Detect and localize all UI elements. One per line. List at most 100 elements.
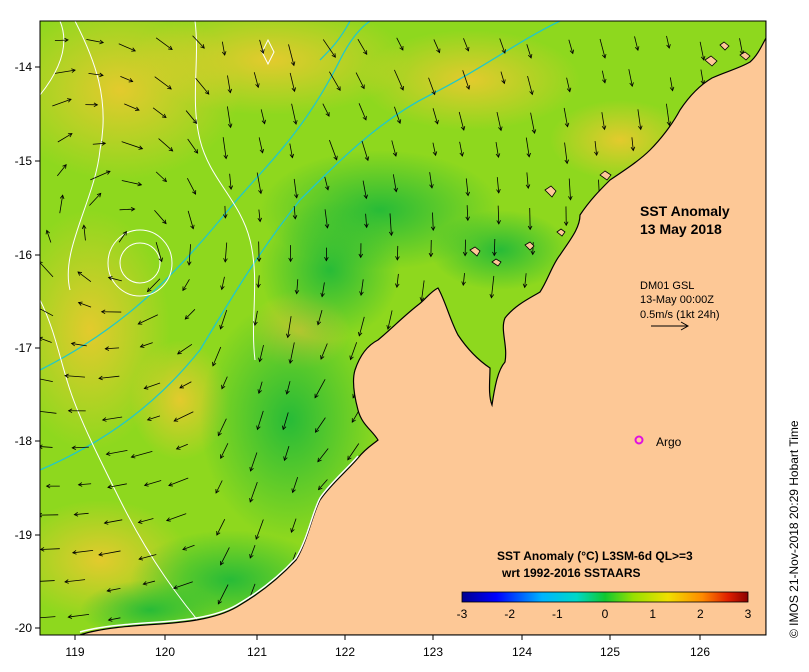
current-arrow-head xyxy=(98,552,103,557)
current-arrow-head xyxy=(217,431,222,437)
current-arrow-head xyxy=(64,37,69,43)
current-arrow xyxy=(192,35,205,49)
current-arrow-head xyxy=(434,119,439,125)
current-arrow-head xyxy=(165,517,171,522)
current-arrow-head xyxy=(258,357,263,363)
current-arrow-head xyxy=(105,170,111,175)
current-arrow xyxy=(187,138,198,154)
current-arrow-head xyxy=(522,283,528,289)
current-arrow xyxy=(318,479,328,490)
argo-float-marker[interactable]: Argo xyxy=(634,435,682,449)
current-arrow-head xyxy=(257,217,263,223)
current-arrow xyxy=(532,242,534,255)
current-arrow xyxy=(255,519,264,540)
current-arrow xyxy=(329,71,341,91)
current-arrow xyxy=(138,314,158,325)
argo-label: Argo xyxy=(656,435,682,449)
current-arrow xyxy=(221,376,228,389)
y-tick-label: -20 xyxy=(15,621,33,635)
current-arrow-head xyxy=(100,309,106,315)
current-arrow-head xyxy=(177,350,182,355)
current-arrow xyxy=(568,178,571,200)
current-arrow xyxy=(216,519,226,536)
colorbar xyxy=(461,591,749,603)
current-arrow xyxy=(421,280,425,302)
current-arrow xyxy=(286,381,291,395)
current-arrow xyxy=(147,278,161,292)
current-arrow xyxy=(77,271,92,282)
current-arrow xyxy=(293,205,296,219)
current-arrow-head xyxy=(70,341,76,347)
current-arrow-head xyxy=(71,550,77,555)
current-arrow-head xyxy=(666,121,672,127)
current-arrow-head xyxy=(107,276,113,281)
current-arrow-head xyxy=(40,547,45,552)
current-arrow-head xyxy=(143,385,149,390)
current-arrow xyxy=(182,544,195,550)
current-arrow xyxy=(458,111,465,131)
current-arrow xyxy=(177,343,193,355)
current-arrow-head xyxy=(227,88,233,94)
current-arrow-head xyxy=(168,147,174,152)
current-arrow-head xyxy=(162,219,167,225)
current-arrow xyxy=(71,343,87,347)
current-arrow xyxy=(296,279,299,294)
current-arrow xyxy=(392,174,397,192)
current-arrow xyxy=(351,410,360,423)
current-arrow xyxy=(525,137,530,157)
isobath-lines xyxy=(40,21,561,471)
current-arrow xyxy=(215,480,223,494)
current-arrow-head xyxy=(498,126,503,132)
current-arrow-head xyxy=(320,355,325,360)
current-arrow-head xyxy=(192,190,197,195)
current-arrow xyxy=(361,140,369,161)
current-arrow-head xyxy=(324,256,329,262)
current-arrow-head xyxy=(256,257,262,263)
current-arrow xyxy=(221,41,226,56)
current-arrow-head xyxy=(324,224,330,229)
current-arrow xyxy=(121,180,142,186)
current-arrow xyxy=(52,98,72,107)
current-arrow xyxy=(40,308,54,317)
current-arrow xyxy=(258,137,263,153)
current-arrow-head xyxy=(501,49,506,54)
x-tick-label: 124 xyxy=(512,645,532,659)
x-tick-label: 120 xyxy=(155,645,175,659)
current-arrow xyxy=(524,273,527,288)
current-arrow xyxy=(526,44,532,59)
current-arrow-head xyxy=(289,153,295,159)
current-time-label: 13-May 00:00Z xyxy=(640,294,714,306)
current-arrow-head xyxy=(182,286,187,292)
current-arrow xyxy=(260,109,266,124)
current-arrow-head xyxy=(291,87,297,93)
current-arrow-head xyxy=(64,373,69,379)
current-arrow-head xyxy=(395,256,400,261)
current-arrow xyxy=(320,343,328,360)
current-arrow xyxy=(74,512,89,516)
current-arrow xyxy=(64,579,86,583)
current-arrow xyxy=(118,231,127,243)
current-arrow-head xyxy=(495,153,501,159)
current-arrow xyxy=(179,381,192,389)
current-arrow-head xyxy=(158,257,163,263)
current-arrow-head xyxy=(314,428,320,433)
current-arrow-head xyxy=(359,291,364,296)
current-arrow xyxy=(496,177,500,193)
current-arrow xyxy=(57,164,67,177)
current-arrow xyxy=(432,212,434,231)
current-arrow-head xyxy=(564,122,570,128)
current-arrow xyxy=(739,38,743,55)
current-arrow-head xyxy=(601,125,607,131)
current-arrow-head xyxy=(293,120,298,125)
map-plot-area xyxy=(40,21,766,635)
current-arrow xyxy=(72,446,89,449)
current-arrow-head xyxy=(290,61,296,67)
current-arrow-head xyxy=(630,146,636,152)
current-arrow xyxy=(459,141,463,157)
current-arrow-head xyxy=(187,261,192,266)
current-arrow-head xyxy=(462,251,468,257)
current-arrow-head xyxy=(529,90,534,96)
current-arrow xyxy=(256,172,262,194)
current-arrow-head xyxy=(527,53,533,59)
current-arrow-head xyxy=(101,141,107,146)
